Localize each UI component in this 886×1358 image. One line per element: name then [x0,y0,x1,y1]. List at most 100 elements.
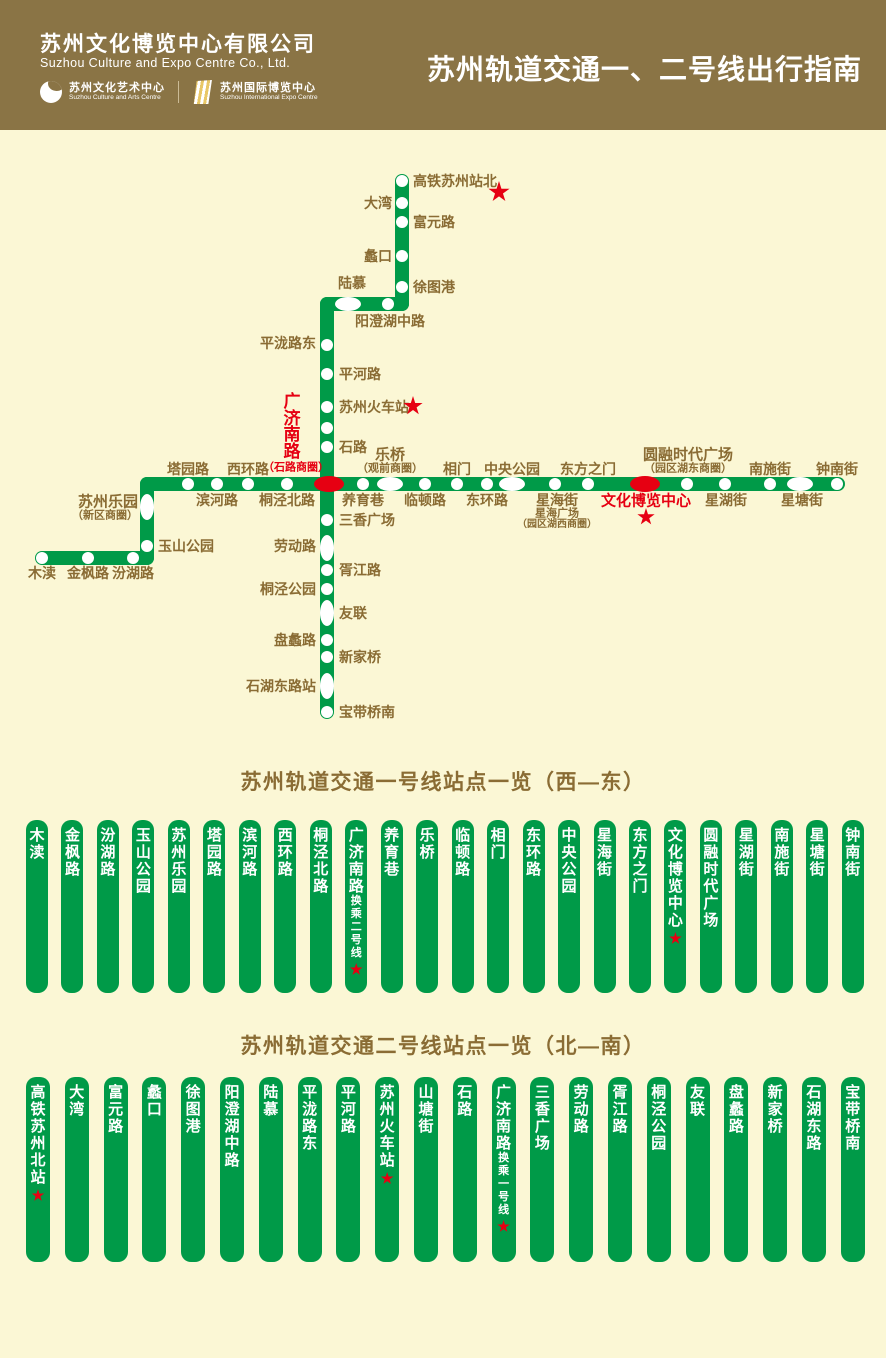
highlight-star-icon [637,508,655,525]
poster-title: 苏州轨道交通一、二号线出行指南 [426,54,862,85]
station-pill: 圆融时代广场 [699,820,722,993]
station-pill: 文化博览中心 [664,820,687,993]
station-dot [321,583,333,595]
interchange-station-dot [630,476,660,492]
station-pill: 宝带桥南 [840,1077,865,1262]
station-label: 三香广场 [339,512,395,528]
station-label: 友联 [339,605,367,621]
station-pill: 蠡口 [142,1077,167,1262]
station-pill: 星海街 [593,820,616,993]
station-label: 新家桥 [339,649,381,665]
station-dot [321,368,333,380]
station-dot [681,478,693,490]
station-pill: 桐泾公园 [646,1077,671,1262]
station-pill: 星湖街 [735,820,758,993]
station-pill: 相门 [487,820,510,993]
station-pill: 友联 [685,1077,710,1262]
station-dot [357,478,369,490]
station-dot [321,514,333,526]
station-dot [127,552,139,564]
station-dot [82,552,94,564]
station-pill: 平河路 [336,1077,361,1262]
station-label: （观前商圈） [357,462,423,475]
station-pill: 汾湖路 [96,820,119,993]
station-dot [141,540,153,552]
station-pill: 徐图港 [181,1077,206,1262]
station-label: 钟南街 [816,461,858,477]
station-dot [182,478,194,490]
line2-list-title: 苏州轨道交通二号线站点一览（北—南） [240,1035,646,1058]
station-dot [396,197,408,209]
station-pill: 滨河路 [238,820,261,993]
station-pill: 阳澄湖中路 [219,1077,244,1262]
station-pill: 三香广场 [530,1077,555,1262]
station-pill: 平泷路东 [297,1077,322,1262]
station-dot [321,422,333,434]
station-label: 汾湖路 [112,565,154,581]
station-label: 塔园路 [167,461,209,477]
station-label: 滨河路 [196,492,238,508]
station-dot [36,552,48,564]
station-pill: 金枫路 [61,820,84,993]
interchange-station-dot [314,476,344,492]
station-pill: 东方之门 [628,820,651,993]
station-label: 陆慕 [338,275,366,291]
station-dot [396,175,408,187]
highlight-star-icon [31,1189,45,1201]
station-dot [377,477,403,491]
station-pill: 西环路 [274,820,297,993]
station-pill: 星塘街 [806,820,829,993]
station-label: （园区湖东商圈） [644,462,732,475]
station-pill: 高铁苏州北站 [26,1077,50,1262]
highlight-star-icon [497,1220,510,1232]
station-pill: 大湾 [64,1077,89,1262]
station-pill: 乐桥 [416,820,439,993]
station-label: 广济南路 [283,392,301,461]
station-dot [764,478,776,490]
station-label: 桐泾北路 [259,492,315,508]
line1-list-title: 苏州轨道交通一号线站点一览（西—东） [240,771,646,794]
station-label: （新区商圈） [72,509,138,522]
station-label: 苏州乐园 [77,493,138,511]
station-dot [242,478,254,490]
station-label: 桐泾公园 [260,581,316,597]
station-dot [321,634,333,646]
logo-divider [178,81,179,103]
station-pill: 富元路 [103,1077,128,1262]
station-pill: 石湖东路 [801,1077,826,1262]
station-label: 西环路 [227,461,269,477]
arts-centre-logo-icon [40,81,62,103]
station-label: 平泷路东 [260,335,316,351]
station-pill: 胥江路 [607,1077,632,1262]
station-pill: 山塘街 [413,1077,438,1262]
station-dot [499,477,525,491]
metro-map: 高铁苏州站北 大湾 富元路 蠡口 徐图港 陆慕 阳澄湖中路 平泷路东 平河路 苏州火车站 石路 广济南… [28,173,858,720]
station-label: （园区湖西商圈） [517,519,597,530]
station-label: 星海街 [536,492,578,508]
station-label: 东方之门 [560,461,616,477]
station-dot [719,478,731,490]
highlight-star-icon [669,932,682,944]
station-label: 星海广场 [535,507,579,520]
station-label: 蠡口 [364,248,392,264]
station-label: 盘蠡路 [274,632,316,648]
station-label: 阳澄湖中路 [355,313,425,329]
station-dot [320,600,334,626]
station-pill: 石路 [452,1077,477,1262]
station-dot [321,339,333,351]
station-dot [451,478,463,490]
highlight-star-icon [349,963,363,975]
expo-centre-name-cn: 苏州国际博览中心 [220,82,316,94]
expo-centre-name-en: Suzhou International Expo Centre [220,94,318,101]
line2-station-list: 高铁苏州北站大湾富元路蠡口徐图港阳澄湖中路陆慕平泷路东平河路苏州火车站山塘街石路… [26,1077,865,1262]
station-dot [396,281,408,293]
station-label: 大湾 [364,195,392,211]
line-segment [35,551,154,565]
station-dot [335,297,361,311]
line1-station-list: 木渎金枫路汾湖路玉山公园苏州乐园塔园路滨河路西环路桐泾北路广济南路换乘二号线养育… [26,820,864,993]
station-label: 高铁苏州站北 [413,173,497,189]
station-pill: 广济南路换乘二号线 [345,820,368,993]
station-label: 星塘街 [781,492,823,508]
station-label: 宝带桥南 [339,704,395,720]
